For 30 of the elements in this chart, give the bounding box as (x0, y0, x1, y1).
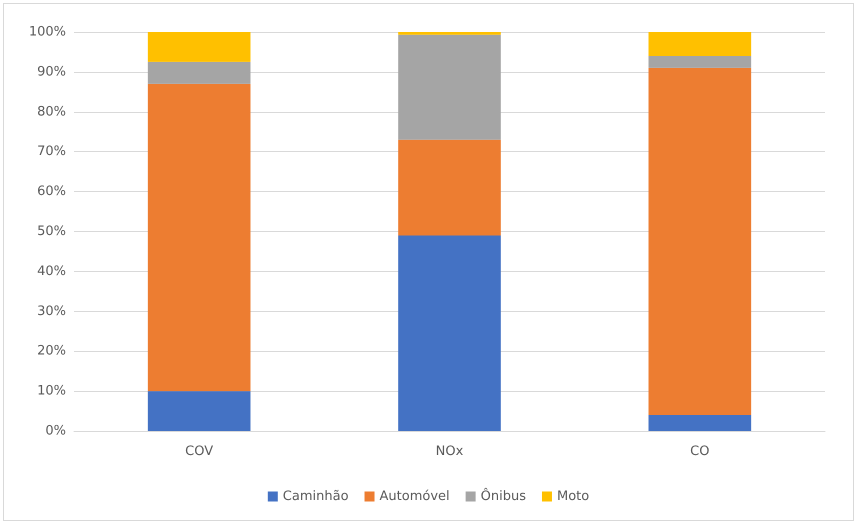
x-tick-label: NOx (436, 444, 464, 459)
legend-label: Moto (556, 489, 590, 504)
y-tick-label: 60% (37, 184, 66, 200)
y-tick-label: 10% (37, 384, 66, 399)
y-tick-label: 70% (37, 144, 66, 160)
bar (148, 62, 250, 84)
bar (648, 68, 752, 416)
y-tick-label: 80% (37, 104, 66, 120)
y-tick-label: 50% (37, 224, 66, 239)
x-tick-label: COV (185, 444, 214, 459)
y-tick-label: 0% (45, 424, 66, 438)
bar (398, 235, 501, 431)
bar (648, 415, 752, 431)
y-tick-label: 30% (37, 304, 66, 319)
bar (148, 84, 250, 392)
bar (648, 32, 752, 56)
bar (398, 32, 501, 35)
bar (648, 56, 752, 68)
y-tick-label: 40% (37, 264, 66, 279)
x-tick-label: CO (690, 444, 710, 459)
bar (398, 140, 501, 236)
y-tick-label: 20% (37, 344, 66, 359)
legend-label: Automóvel (380, 489, 450, 504)
legend-label: Caminhão (282, 489, 349, 504)
y-tick-label: 100% (28, 24, 66, 40)
bar (148, 32, 250, 62)
y-tick-label: 90% (37, 64, 66, 80)
legend-label: Ônibus (480, 487, 526, 504)
bar (148, 391, 250, 431)
bar (398, 34, 501, 140)
